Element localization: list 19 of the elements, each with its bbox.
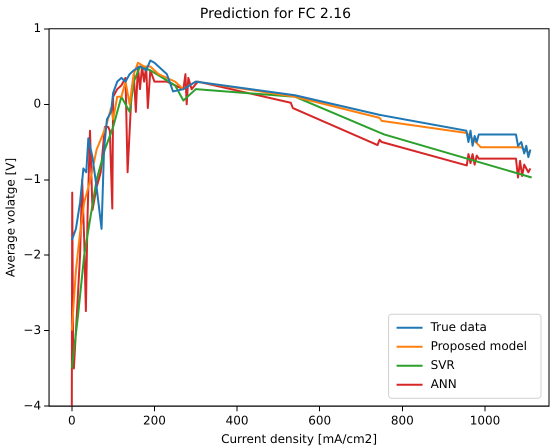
y-tick-label: −2 (23, 247, 42, 262)
y-tick-label: −4 (23, 398, 42, 412)
y-axis-title: Average volatge [V] (3, 158, 18, 278)
y-tick-label: 0 (33, 96, 42, 110)
x-tick-label: 1000 (470, 414, 500, 428)
x-tick-label: 200 (142, 414, 166, 428)
legend-label: Proposed model (430, 338, 528, 353)
x-tick-label: 600 (308, 414, 332, 428)
y-tick-label: −1 (23, 172, 42, 186)
y-tick-label: 1 (33, 20, 42, 35)
chart-title: Prediction for FC 2.16 (200, 6, 352, 22)
y-tick-label: −3 (23, 322, 42, 337)
x-axis-title: Current density [mA/cm2] (221, 432, 378, 446)
legend-label: True data (430, 320, 487, 334)
legend-label: SVR (430, 358, 455, 372)
legend-label: ANN (430, 376, 457, 391)
x-tick-label: 0 (68, 414, 76, 428)
x-tick-label: 400 (226, 414, 249, 428)
x-tick-label: 800 (390, 414, 414, 428)
